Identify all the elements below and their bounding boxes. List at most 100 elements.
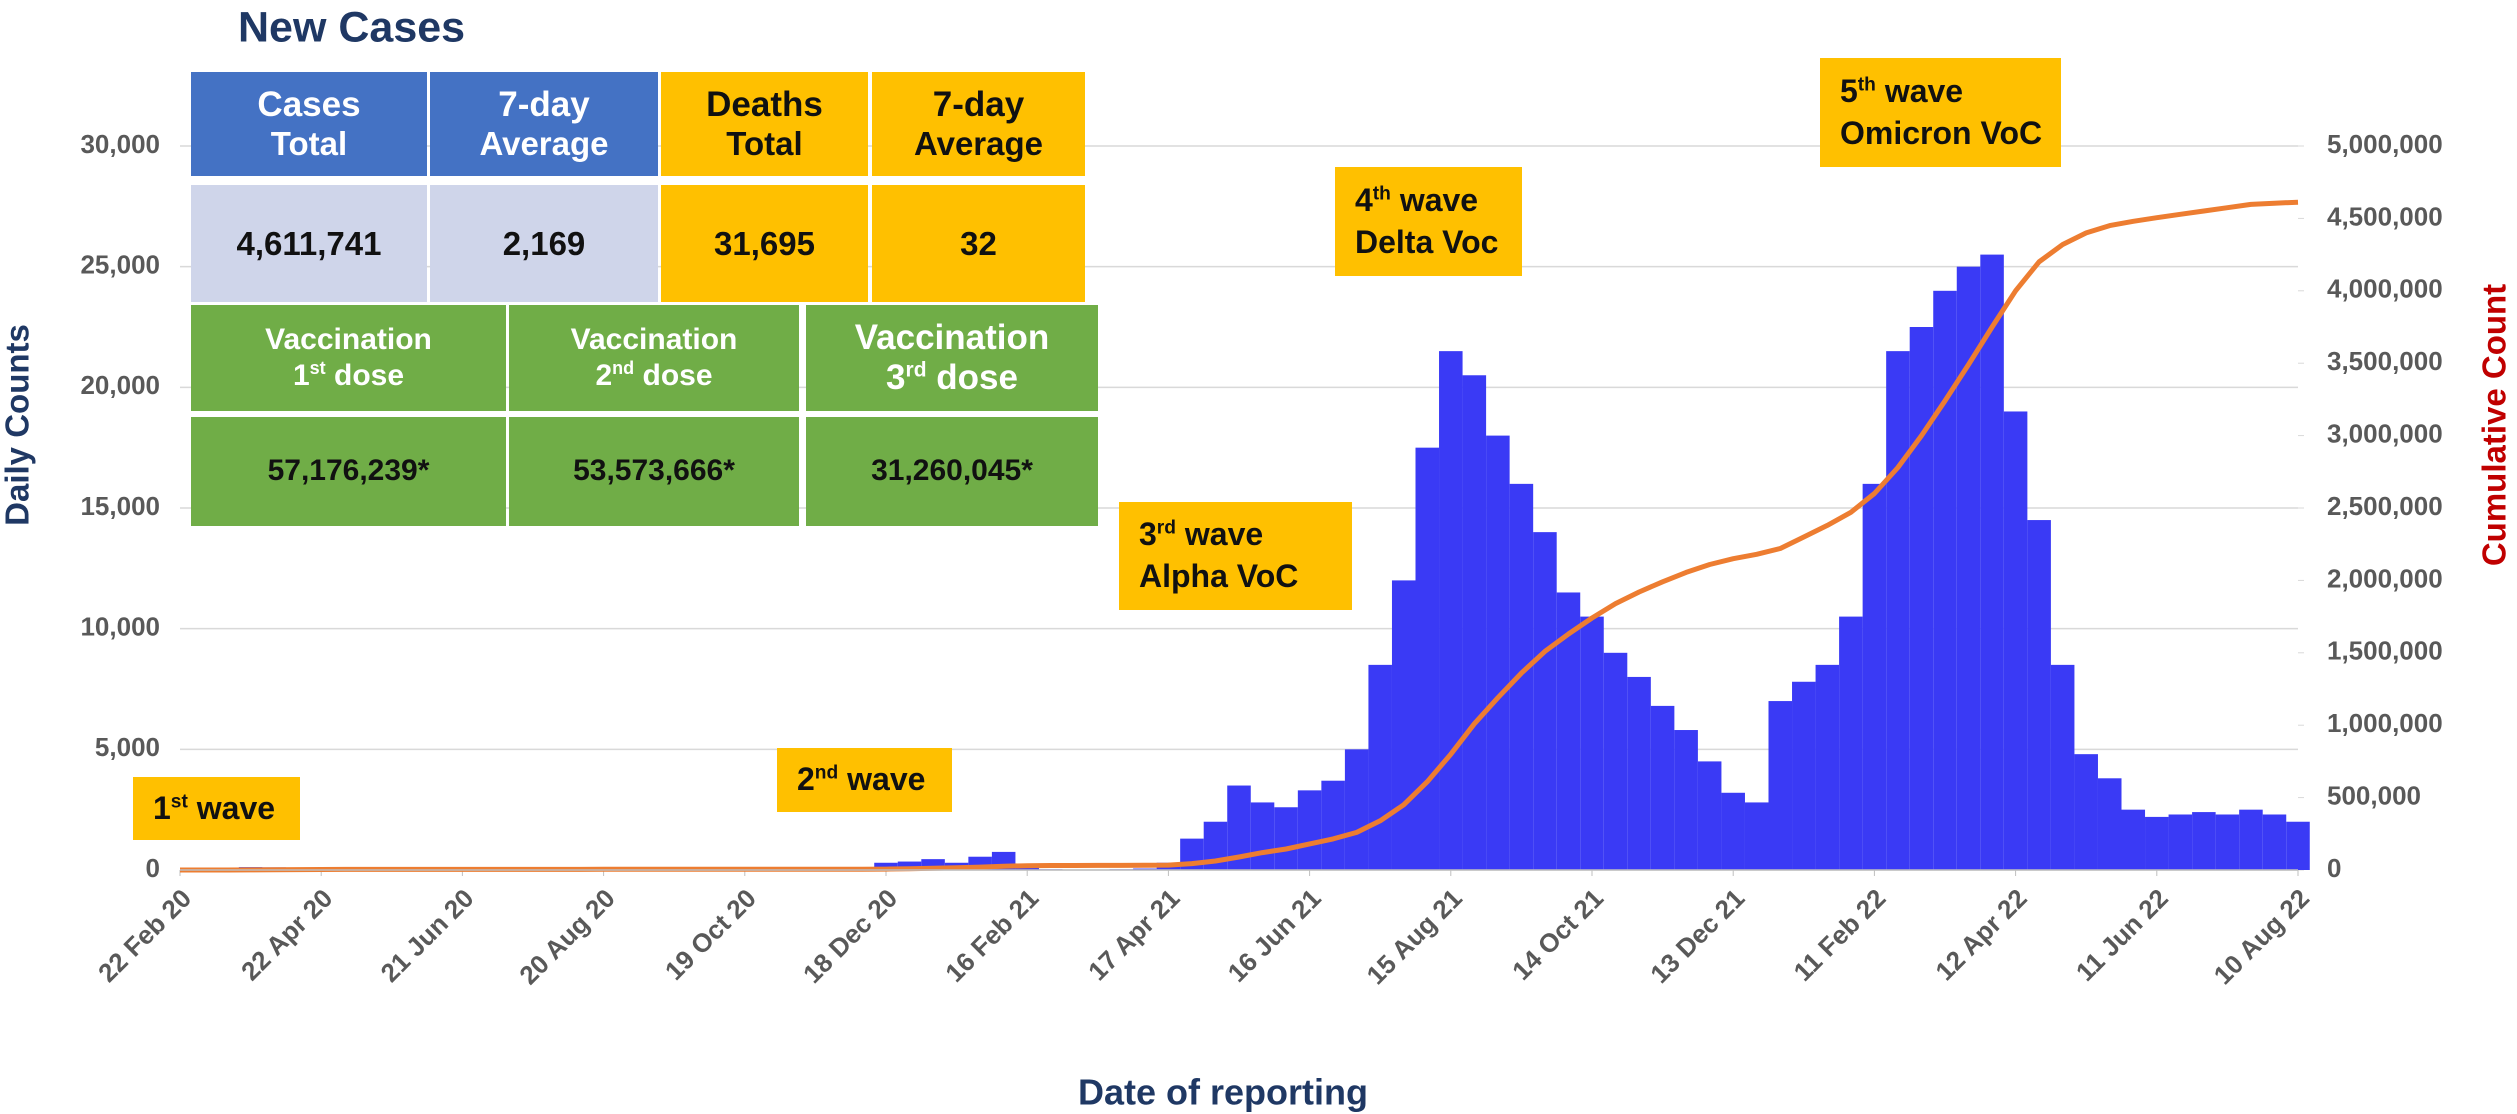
summary-value: 31,695 (661, 185, 868, 302)
x-tick-label: 20 Aug 20 (513, 883, 620, 990)
annotation-line: 3rd wave (1139, 514, 1352, 556)
x-tick-label: 10 Aug 22 (2208, 883, 2315, 990)
annotation-suffix: nd (814, 762, 839, 784)
x-tick-label: 13 Dec 21 (1644, 883, 1750, 989)
annotation-number: 3 (1139, 516, 1157, 553)
bar (2239, 809, 2263, 870)
y2-tick-label: 2,000,000 (2327, 563, 2443, 593)
bar (2215, 814, 2240, 870)
bar (1415, 447, 1440, 870)
bar (1439, 351, 1463, 871)
dose-number: 2 (595, 358, 613, 392)
vaccination-value: 31,260,045* (806, 417, 1098, 526)
wave-annotation: 1st wave (133, 777, 300, 840)
bar (1956, 266, 1981, 871)
bar (1556, 592, 1581, 870)
annotation-suffix: rd (1156, 517, 1176, 539)
y-tick-label: 15,000 (80, 491, 160, 521)
header-line: 1st dose (293, 358, 404, 394)
bar (1321, 780, 1345, 870)
summary-header: Deaths Total (661, 72, 868, 176)
y2-tick-label: 1,500,000 (2327, 636, 2443, 666)
header-line: Vaccination (570, 323, 738, 356)
annotation-line: 5th wave (1840, 71, 2061, 113)
header-line: Cases (257, 84, 361, 124)
y2-tick-label: 4,000,000 (2327, 274, 2443, 304)
header-line: Average (479, 125, 609, 163)
bar (1533, 532, 1557, 870)
y-tick-label: 0 (146, 853, 160, 883)
x-tick-label: 22 Apr 20 (235, 883, 338, 986)
y2-tick-label: 3,000,000 (2327, 418, 2443, 448)
bar (1486, 435, 1510, 870)
annotation-text: wave (1390, 181, 1479, 218)
vaccination-header: Vaccination 3rd dose (806, 305, 1098, 411)
bar (2097, 778, 2122, 870)
bars (215, 254, 2310, 871)
bar (1839, 616, 1863, 870)
x-axis-label: Date of reporting (1078, 1072, 1368, 1113)
annotation-suffix: th (1372, 183, 1391, 205)
summary-value: 4,611,741 (191, 185, 427, 302)
annotation-line: 1st wave (153, 788, 300, 830)
x-tick-label: 22 Feb 20 (92, 883, 197, 988)
bar (1697, 761, 1722, 870)
y-axis-label: Daily Counts (0, 324, 36, 526)
header-line: Deaths (706, 84, 823, 124)
bar (1368, 664, 1392, 870)
bar (897, 861, 922, 870)
bar (1250, 802, 1275, 870)
annotation-text: wave (1175, 516, 1264, 553)
y2-tick-label: 500,000 (2327, 780, 2421, 810)
header-line: Total (726, 125, 803, 163)
bar (2050, 664, 2075, 870)
bar (1650, 705, 1675, 870)
annotation-line: Omicron VoC (1840, 114, 2043, 151)
bar (2121, 809, 2146, 870)
bar (2192, 812, 2216, 870)
y2-tick-label: 4,500,000 (2327, 201, 2443, 231)
annotation-number: 1 (153, 789, 171, 826)
chart-title: New Cases (238, 3, 465, 51)
wave-annotation: 3rd wave Alpha VoC (1119, 502, 1352, 610)
bar (1768, 701, 1793, 870)
vaccination-header: Vaccination 1st dose (191, 305, 506, 411)
wave-annotation: 5th wave Omicron VoC (1820, 58, 2061, 167)
y2-tick-label: 1,000,000 (2327, 708, 2443, 738)
y-tick-label: 25,000 (80, 250, 160, 280)
bar (1603, 652, 1628, 870)
dose-number: 3 (886, 358, 906, 397)
x-tick-label: 18 Dec 20 (797, 883, 903, 989)
dose-suffix: nd (612, 357, 635, 378)
bar (1744, 802, 1769, 870)
x-tick-label: 11 Feb 22 (1788, 883, 1892, 987)
bar (874, 862, 898, 870)
bar (1721, 792, 1745, 870)
bar (1933, 290, 1957, 870)
bar (2003, 411, 2028, 870)
bar (1980, 254, 2004, 871)
annotation-number: 5 (1840, 72, 1858, 109)
x-tick-label: 19 Oct 20 (659, 883, 762, 986)
dose-suffix: rd (905, 358, 927, 382)
vaccination-value: 57,176,239* (191, 417, 506, 526)
summary-value: 32 (872, 185, 1085, 302)
header-line: Average (913, 125, 1044, 163)
header-line: 7-day (932, 84, 1025, 124)
annotation-number: 4 (1355, 181, 1373, 218)
annotation-number: 2 (797, 761, 815, 798)
annotation-line: 4th wave (1355, 180, 1522, 222)
annotation-line: 2nd wave (797, 759, 952, 801)
header-line: 3rd dose (886, 358, 1018, 398)
annotation-line: Delta Voc (1355, 223, 1499, 260)
wave-annotation: 4th wave Delta Voc (1335, 167, 1522, 276)
x-tick-label: 21 Jun 20 (374, 883, 479, 988)
bar (1580, 616, 1604, 870)
bar (1391, 580, 1416, 870)
summary-value: 2,169 (430, 185, 658, 302)
bar (2262, 814, 2287, 870)
bar (2286, 821, 2310, 870)
y-tick-label: 30,000 (80, 129, 160, 159)
